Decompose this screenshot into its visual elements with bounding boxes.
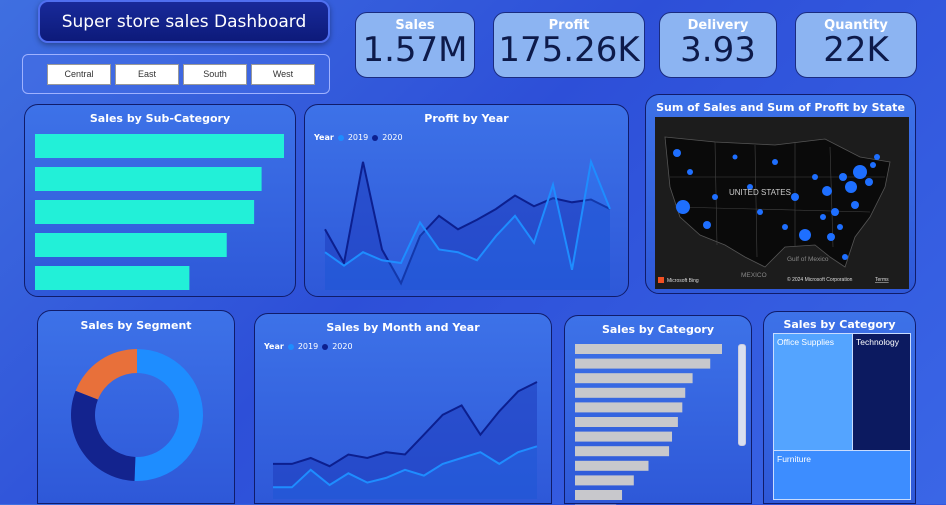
kpi-quantity-value: 22K [796, 30, 916, 70]
category-bar [575, 344, 722, 354]
donut-slice [135, 349, 203, 481]
bing-label: Microsoft Bing [667, 278, 699, 284]
category-bar [575, 359, 710, 369]
us-map[interactable]: UNITED STATES Gulf of Mexico MEXICO Micr… [655, 117, 909, 289]
subcategory-bar [35, 134, 284, 158]
slicer-west[interactable]: West [251, 64, 315, 85]
category-bar [575, 373, 693, 383]
map-country-label: UNITED STATES [729, 188, 791, 197]
category-bar-title: Sales by Category [565, 323, 751, 336]
region-slicer: Central East South West [22, 54, 330, 94]
subcategory-bar [35, 266, 189, 290]
month-year-chart [255, 354, 553, 504]
category-bar [575, 461, 649, 471]
legend-2020-dot [372, 135, 378, 141]
map-gulf-label: Gulf of Mexico [787, 256, 829, 263]
subcategory-card[interactable]: Sales by Sub-Category [24, 104, 296, 297]
kpi-delivery-value: 3.93 [660, 30, 776, 70]
segment-card[interactable]: Sales by Segment [37, 310, 235, 504]
category-bar-card[interactable]: Sales by Category [564, 315, 752, 504]
month-year-legend: Year 2019 2020 [264, 342, 353, 351]
legend-2020-dot-2 [322, 344, 328, 350]
kpi-delivery[interactable]: Delivery 3.93 [659, 12, 777, 78]
subcategory-bar [35, 200, 254, 224]
slicer-south[interactable]: South [183, 64, 247, 85]
legend-2019-dot-2 [288, 344, 294, 350]
treemap-office-supplies[interactable]: Office Supplies [773, 333, 854, 452]
category-tree-card[interactable]: Sales by Category Office Supplies Techno… [763, 311, 916, 504]
category-bar [575, 402, 682, 412]
legend-2019-label: 2019 [348, 133, 368, 142]
category-bar [575, 475, 634, 485]
subcategory-title: Sales by Sub-Category [25, 112, 295, 125]
kpi-sales-value: 1.57M [356, 30, 474, 70]
profit-year-card[interactable]: Profit by Year Year 2019 2020 [304, 104, 629, 297]
bing-logo-icon [658, 277, 664, 283]
subcategory-bar [35, 167, 262, 191]
category-bar [575, 446, 669, 456]
slicer-central[interactable]: Central [47, 64, 111, 85]
legend-year-label-2: Year [264, 342, 284, 351]
map-title: Sum of Sales and Sum of Profit by State [646, 101, 915, 114]
category-bar [575, 432, 672, 442]
profit-year-chart [305, 145, 630, 295]
category-scrollbar[interactable] [738, 344, 746, 446]
segment-donut [38, 335, 236, 505]
map-credit: © 2024 Microsoft Corporation [787, 276, 853, 283]
treemap-office-label: Office Supplies [777, 337, 853, 347]
segment-title: Sales by Segment [38, 319, 234, 332]
dashboard-title: Super store sales Dashboard [38, 0, 330, 43]
month-year-title: Sales by Month and Year [255, 321, 551, 334]
legend-2020-label: 2020 [382, 133, 402, 142]
treemap-technology[interactable]: Technology [852, 333, 911, 452]
subcategory-chart [25, 127, 297, 297]
legend-2019-label-2: 2019 [298, 342, 318, 351]
kpi-quantity[interactable]: Quantity 22K [795, 12, 917, 78]
slicer-east[interactable]: East [115, 64, 179, 85]
legend-year-label: Year [314, 133, 334, 142]
map-mexico-label: MEXICO [741, 272, 767, 279]
profit-year-legend: Year 2019 2020 [314, 133, 403, 142]
category-bar [575, 490, 622, 500]
map-card[interactable]: Sum of Sales and Sum of Profit by State … [645, 94, 916, 294]
category-bar [575, 388, 685, 398]
category-tree-title: Sales by Category [764, 318, 915, 331]
kpi-profit-value: 175.26K [494, 30, 644, 70]
map-terms-link[interactable]: Terms [875, 277, 889, 283]
legend-2019-dot [338, 135, 344, 141]
donut-slice [71, 391, 135, 481]
treemap-tech-label: Technology [856, 337, 910, 347]
category-bar-chart [565, 340, 753, 505]
kpi-sales[interactable]: Sales 1.57M [355, 12, 475, 78]
subcategory-bar [35, 233, 227, 257]
month-year-card[interactable]: Sales by Month and Year Year 2019 2020 [254, 313, 552, 504]
legend-2020-label-2: 2020 [332, 342, 352, 351]
category-bar [575, 417, 678, 427]
kpi-profit[interactable]: Profit 175.26K [493, 12, 645, 78]
treemap-furniture-label: Furniture [777, 454, 910, 464]
treemap-furniture[interactable]: Furniture [773, 450, 911, 500]
profit-year-title: Profit by Year [305, 112, 628, 125]
donut-slice [76, 349, 137, 400]
